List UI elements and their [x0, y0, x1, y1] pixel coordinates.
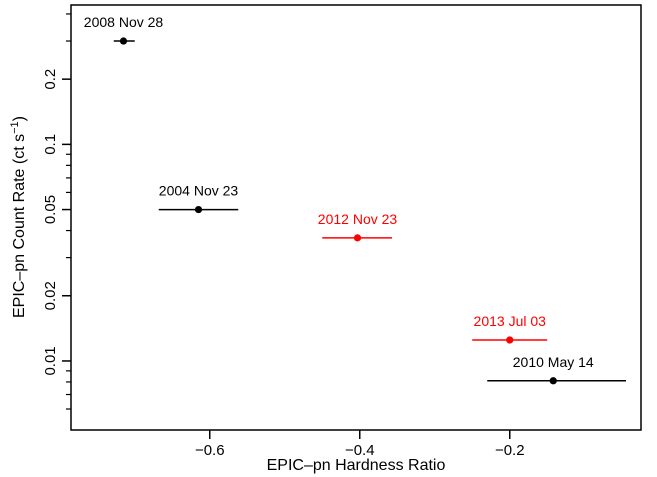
- data-point: 2008 Nov 28: [84, 14, 164, 45]
- data-point: 2010 May 14: [487, 354, 626, 385]
- y-axis-title-main: EPIC–pn Count Rate (ct s: [11, 134, 28, 318]
- data-point: 2012 Nov 23: [318, 211, 398, 242]
- data-points: 2008 Nov 28 2004 Nov 23 2012 Nov 23 2013 Ju…: [84, 14, 626, 385]
- data-point-label: 2010 May 14: [513, 354, 594, 370]
- y-tick-label: 0.01: [42, 346, 59, 375]
- x-axis-ticks: −0.6 −0.4 −0.2: [195, 430, 525, 459]
- data-point-marker: [506, 336, 514, 344]
- data-point-marker: [119, 37, 128, 45]
- y-tick-label: 0.1: [42, 134, 59, 155]
- y-axis-title: EPIC–pn Count Rate (ct s−1): [9, 116, 28, 318]
- x-axis-title: EPIC–pn Hardness Ratio: [267, 457, 446, 474]
- data-point-label: 2012 Nov 23: [318, 211, 398, 227]
- data-point-marker: [194, 205, 203, 214]
- data-point-label: 2013 Jul 03: [474, 313, 547, 329]
- plot-frame: [70, 4, 642, 431]
- data-point-label: 2008 Nov 28: [84, 14, 164, 30]
- x-tick-label: −0.2: [495, 442, 525, 459]
- data-point-marker: [353, 234, 362, 242]
- data-point: 2013 Jul 03: [472, 313, 548, 344]
- data-point: 2004 Nov 23: [158, 183, 239, 214]
- data-point-label: 2004 Nov 23: [159, 183, 239, 199]
- y-tick-label: 0.05: [42, 195, 59, 224]
- y-axis-title-superscript: −1: [9, 121, 21, 134]
- y-tick-label: 0.2: [42, 69, 59, 90]
- y-axis-title-close: ): [11, 116, 28, 121]
- data-point-marker: [549, 377, 557, 385]
- y-tick-label: 0.02: [42, 281, 59, 310]
- y-axis-ticks: 0.01 0.02 0.05 0.1 0.2: [42, 13, 71, 410]
- x-tick-label: −0.4: [345, 442, 375, 459]
- x-tick-label: −0.6: [195, 442, 225, 459]
